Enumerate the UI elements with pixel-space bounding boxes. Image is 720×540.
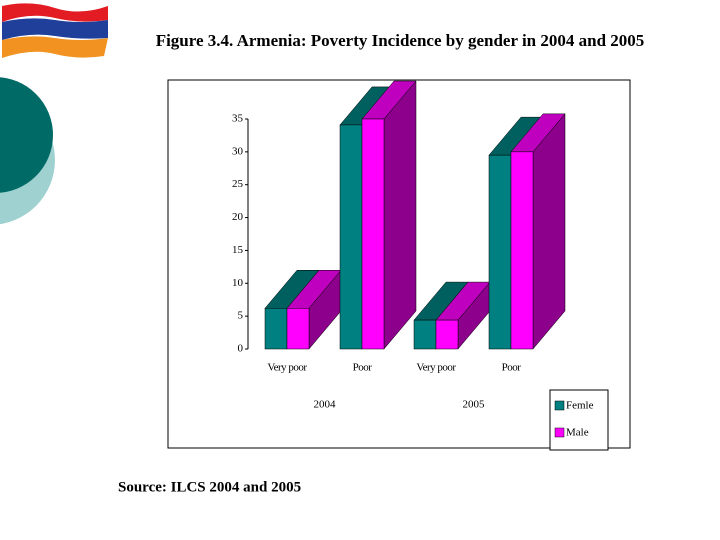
bar <box>361 118 385 350</box>
group-label: 2005 <box>463 399 486 411</box>
legend-box <box>549 389 609 451</box>
y-tick-label: 5 <box>238 310 244 322</box>
flag <box>2 3 108 58</box>
plot-frame <box>167 79 631 449</box>
decor-circle-dark <box>0 77 53 193</box>
bar <box>339 124 363 350</box>
legend-label: Femle <box>566 400 594 412</box>
source-note: Source: ILCS 2004 and 2005 <box>118 479 301 495</box>
bar <box>286 308 310 350</box>
bar <box>264 308 288 350</box>
y-tick-label: 25 <box>232 178 244 190</box>
y-tick-label: 15 <box>232 244 244 256</box>
y-tick-label: 10 <box>232 277 244 289</box>
y-tick-label: 0 <box>238 343 244 355</box>
bar-side <box>532 113 566 350</box>
legend-label: Male <box>566 427 589 439</box>
bar <box>413 319 437 350</box>
x-tick-label: Poor <box>353 362 373 374</box>
y-tick-label: 30 <box>232 145 244 157</box>
y-tick-label: 35 <box>232 113 244 125</box>
bar <box>510 151 534 350</box>
legend-swatch <box>554 427 565 438</box>
x-tick-label: Very poor <box>267 362 307 374</box>
legend-swatch <box>554 400 565 411</box>
x-tick-label: Poor <box>502 362 522 374</box>
chart-title: Figure 3.4. Armenia: Poverty Incidence b… <box>156 31 645 50</box>
bar <box>488 154 512 350</box>
legend: Femle Male <box>549 389 609 451</box>
bar <box>435 319 459 350</box>
group-label: 2004 <box>314 399 337 411</box>
x-tick-label: Very poor <box>416 362 456 374</box>
y-tick-label: 20 <box>232 211 244 223</box>
bar-side <box>383 80 417 350</box>
